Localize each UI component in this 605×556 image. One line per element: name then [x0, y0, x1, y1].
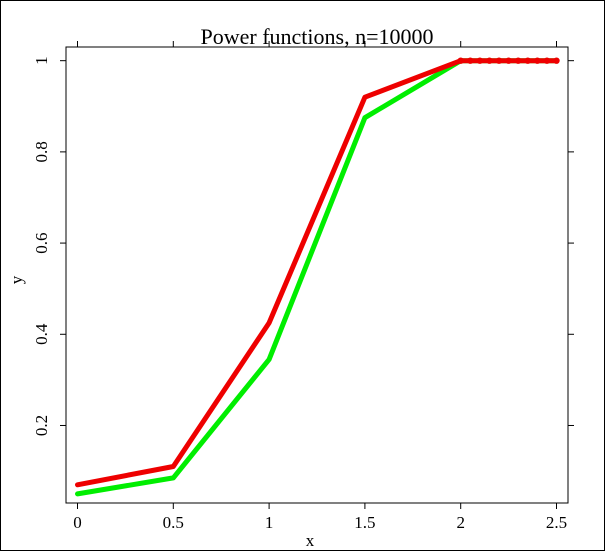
series-2-point [476, 57, 484, 64]
y-tick-label: 1 [32, 56, 51, 65]
y-axis-label: y [7, 275, 26, 284]
series-2-point [524, 57, 531, 64]
axis-ticks: 0 0.5 1 1.5 2 2.5 0.2 0.4 0.6 0.8 1 [32, 41, 574, 532]
series-2-point [467, 57, 474, 64]
series-2-point [457, 57, 464, 64]
x-tick-label: 0 [73, 513, 82, 532]
x-axis-label: x [306, 531, 315, 550]
series-2-point [534, 57, 541, 64]
x-tick-label: 1 [265, 513, 274, 532]
y-tick-label: 0.2 [32, 415, 51, 436]
x-tick-label: 1.5 [354, 513, 375, 532]
series-2-point [505, 57, 512, 64]
series-2-point [553, 57, 560, 64]
series-2-point [543, 57, 551, 64]
chart-title: Power functions, n=10000 [201, 24, 434, 49]
y-tick-label: 0.6 [32, 232, 51, 253]
y-tick-label: 0.8 [32, 141, 51, 162]
x-tick-label: 0.5 [163, 513, 184, 532]
y-tick-label: 0.4 [32, 323, 51, 345]
series-2-point [514, 57, 522, 64]
x-tick-label: 2 [456, 513, 465, 532]
series-2-point [495, 57, 503, 64]
x-tick-label: 2.5 [546, 513, 567, 532]
series-layer [75, 57, 560, 497]
plot-area-frame [65, 46, 569, 504]
series-2-point [486, 57, 493, 64]
